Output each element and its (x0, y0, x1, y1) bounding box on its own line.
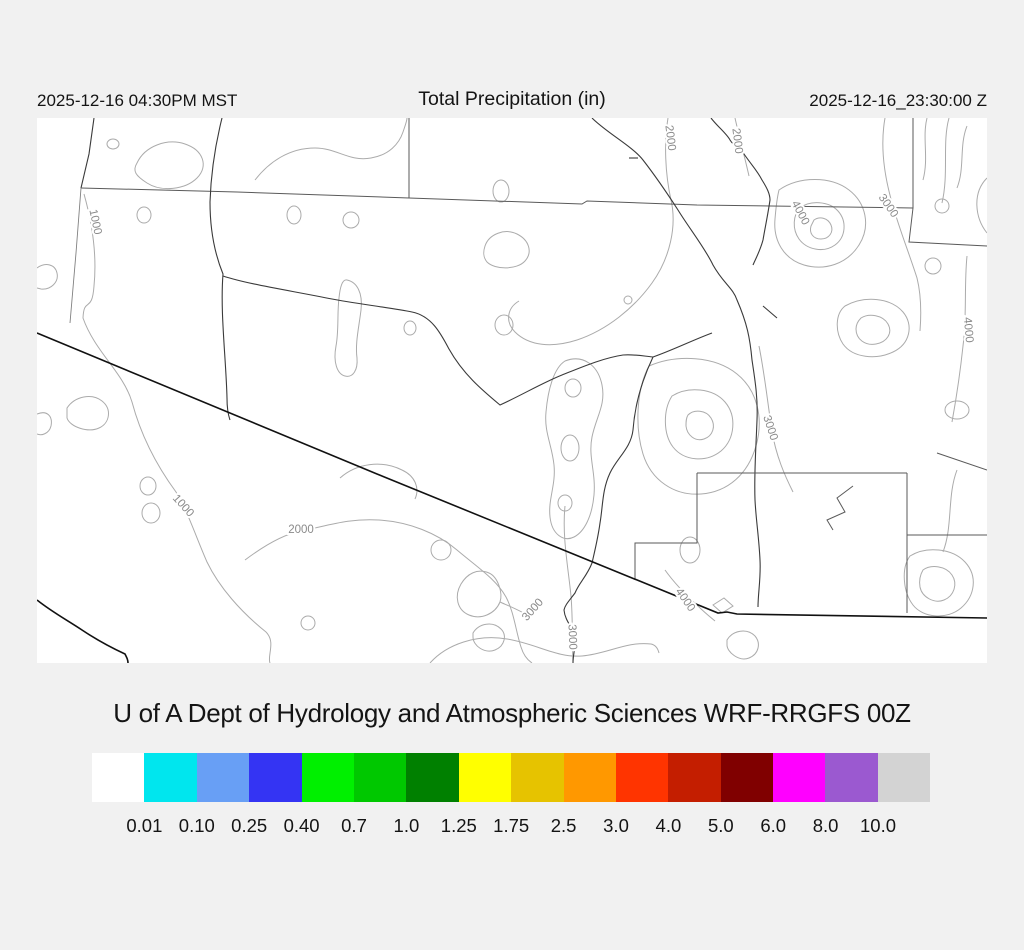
colorbar-tick-label: 0.40 (283, 815, 320, 836)
colorbar-tick-label: 0.01 (126, 815, 163, 836)
colorbar-swatch (615, 753, 669, 802)
county-zigzag (826, 485, 854, 531)
colorbar-swatch (406, 753, 459, 802)
precip-colorbar (92, 753, 931, 802)
page-title: Total Precipitation (in) (418, 88, 606, 110)
colorbar-tick-label: 6.0 (760, 815, 787, 836)
colorbar-swatch (353, 753, 407, 802)
colorbar-tick-label: 1.0 (393, 815, 420, 836)
river-line-central-south (563, 356, 654, 663)
precipitation-map: 1000 1000 2000 2000 2000 4000 3000 4000 3000 4000… (37, 118, 987, 663)
map-canvas: 1000 1000 2000 2000 2000 4000 3000 4000 3000 4000… (37, 118, 987, 663)
elevation-contour-label: 2000 (662, 125, 677, 152)
boundary-lines (37, 118, 987, 663)
model-caption: U of A Dept of Hydrology and Atmospheric… (113, 698, 911, 728)
colorbar-swatch (249, 753, 302, 802)
county-line-vertical-right (908, 118, 987, 247)
short-segment (762, 305, 778, 319)
colorbar-swatch (144, 753, 197, 802)
colorbar-swatch (825, 753, 878, 802)
elevation-contour-label: 2000 (288, 524, 314, 536)
colorbar-tick-labels: 0.01 0.10 0.25 0.40 0.7 1.0 1.25 1.75 2.5 3.0 4.0 5… (0, 815, 1024, 839)
valid-time-utc: 2025-12-16_23:30:00 Z (809, 91, 987, 110)
colorbar-swatch (563, 753, 616, 802)
river-line-northwest (209, 118, 231, 421)
colorbar-swatch (458, 753, 512, 802)
elevation-contour-label: 1000 (170, 492, 196, 519)
county-line-left-lower (69, 187, 82, 324)
contour-labels: 1000 1000 2000 2000 2000 4000 3000 4000 3000 4000… (84, 123, 977, 652)
county-stairs-southeast (634, 452, 987, 613)
colorbar-tick-label: 1.75 (493, 815, 530, 836)
colorbar-swatch (92, 753, 145, 802)
river-line-northeast (591, 118, 761, 608)
colorbar-swatch (877, 753, 931, 802)
colorbar-tick-label: 2.5 (550, 815, 577, 836)
elevation-contour-label: 3000 (520, 596, 546, 623)
elevation-contour-label: 4000 (673, 586, 698, 614)
elevation-contour-label: 3000 (876, 192, 901, 220)
colorbar-tick-label: 0.25 (231, 815, 268, 836)
valid-time-local: 2025-12-16 04:30PM MST (37, 91, 238, 110)
river-line-northeast-branch (710, 118, 771, 266)
colorbar-swatch (773, 753, 826, 802)
colorbar-swatch (196, 753, 250, 802)
colorbar-swatch (668, 753, 721, 802)
colorbar-tick-label: 0.7 (341, 815, 367, 836)
colorbar-tick-label: 5.0 (707, 815, 734, 836)
elevation-contour-label: 4000 (961, 317, 975, 344)
elevation-contour-label: 3000 (566, 624, 579, 650)
elevation-contours (37, 118, 987, 663)
river-line-southwest (37, 599, 129, 663)
colorbar-tick-label: 10.0 (859, 815, 897, 836)
elevation-contour-label: 1000 (86, 208, 103, 236)
colorbar-swatch (511, 753, 564, 802)
river-line-central (222, 275, 713, 406)
elevation-contour-label: 4000 (789, 199, 812, 227)
elevation-contour-label: 3000 (760, 414, 779, 442)
elevation-contour-label: 2000 (729, 128, 744, 155)
colorbar-swatch (720, 753, 774, 802)
state-line-left (80, 118, 95, 189)
county-line-horizontal (80, 187, 914, 209)
colorbar-swatch (301, 753, 354, 802)
colorbar-tick-label: 8.0 (812, 815, 839, 836)
colorbar-tick-label: 3.0 (603, 815, 629, 836)
mexico-border-line (37, 332, 987, 619)
colorbar-tick-label: 4.0 (655, 815, 682, 836)
colorbar-tick-label: 0.10 (178, 815, 215, 836)
colorbar-tick-label: 1.25 (440, 815, 477, 836)
